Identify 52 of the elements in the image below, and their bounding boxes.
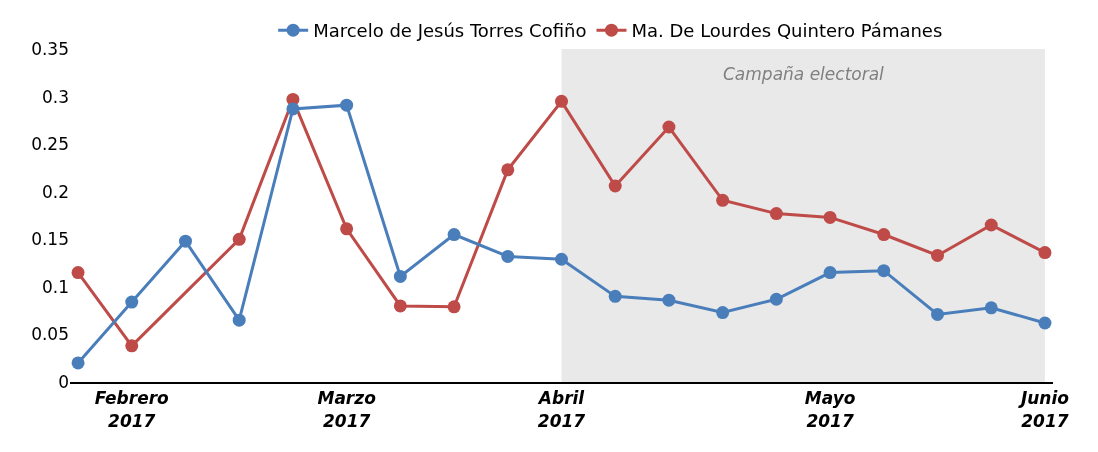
x-tick-label: Abril 2017 [536,388,586,431]
point [555,94,568,108]
point [1038,316,1052,330]
point [662,120,676,134]
point [823,266,837,280]
point [1038,246,1052,260]
point [931,248,945,262]
point [769,207,783,221]
point [823,210,837,224]
point [877,264,891,278]
point [447,300,461,314]
y-tick-label: 0.35 [31,38,69,59]
point [393,299,407,313]
y-tick-label: 0.15 [31,229,69,250]
point [501,163,515,177]
point [877,228,891,242]
x-tick-label: Junio 2017 [1017,388,1070,431]
point [179,234,192,248]
legend-label: Ma. De Lourdes Quintero Pámanes [631,20,943,42]
legend-label: Marcelo de Jesús Torres Cofiño [313,20,587,42]
y-tick-label: 0.3 [41,86,69,107]
point [608,179,622,193]
x-tick-label: Febrero 2017 [94,388,170,431]
point [931,307,945,321]
point [984,301,998,315]
point [984,218,998,232]
point [286,102,300,116]
point [501,249,515,263]
point [232,313,246,327]
y-tick-label: 0.25 [31,134,69,155]
point [555,252,568,266]
point [769,292,783,306]
y-tick-label: 0.2 [41,181,69,202]
point [447,228,461,242]
point [125,295,139,309]
point [340,222,354,236]
point [125,339,139,353]
point [340,98,354,112]
y-tick-label: 0.05 [31,324,69,345]
y-tick-label: 0.1 [41,276,69,297]
point [393,269,407,283]
point [716,306,730,320]
band-label: Campaña electoral [723,64,885,84]
y-tick-label: 0 [58,371,69,392]
point [716,193,730,207]
point [662,293,676,307]
x-tick-label: Marzo 2017 [317,388,377,431]
x-tick-label: Mayo 2017 [804,388,856,431]
point [71,356,85,370]
point [232,232,246,246]
point [71,266,85,280]
point [608,289,622,303]
